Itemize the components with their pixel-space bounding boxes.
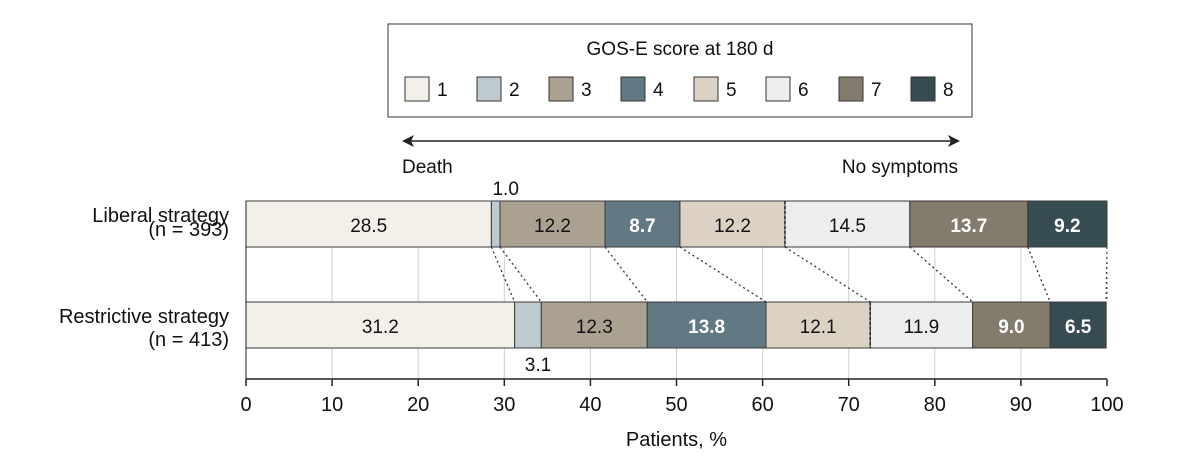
legend-label-8: 8	[943, 80, 954, 101]
x-tick-label-80: 80	[924, 394, 946, 416]
legend-swatch-4	[620, 76, 646, 102]
x-tick-label-40: 40	[579, 394, 601, 416]
x-axis-title: Patients, %	[626, 429, 727, 451]
bar-1-score-1	[245, 301, 516, 349]
x-tick-label-50: 50	[665, 394, 687, 416]
bar-1-score-5	[765, 301, 871, 349]
connector-1	[490, 246, 516, 303]
legend-label-5: 5	[726, 80, 737, 101]
data-label-1-score-4: 13.8	[688, 317, 725, 338]
x-tick-label-30: 30	[493, 394, 515, 416]
legend-swatch-8	[910, 76, 936, 102]
data-label-0-score-3: 12.2	[534, 216, 571, 237]
connector-3	[604, 246, 648, 303]
legend-swatch-2	[476, 76, 502, 102]
x-tick-label-20: 20	[407, 394, 429, 416]
bar-1-score-8	[1049, 301, 1107, 349]
data-label-0-score-7: 13.7	[950, 216, 987, 237]
bar-1-score-4	[646, 301, 767, 349]
x-axis: 0 10 20 30 40 50 60 70 80 90 100 Patients, %	[240, 201, 1124, 451]
x-tick-label-90: 90	[1010, 394, 1032, 416]
category-n-label-1: (n = 413)	[148, 329, 229, 351]
legend-swatch-3	[548, 76, 574, 102]
arrow-right-label: No symptoms	[842, 157, 958, 178]
bars	[245, 200, 1108, 349]
legend-label-6: 6	[798, 80, 809, 101]
x-tick-label-0: 0	[240, 394, 251, 416]
category-label-1: Restrictive strategy	[59, 306, 229, 328]
bar-1-score-2	[514, 301, 542, 349]
legend-swatch-6	[765, 76, 791, 102]
scale-arrow: Death No symptoms	[402, 135, 960, 178]
legend-swatch-5	[693, 76, 719, 102]
x-tick-label-100: 100	[1090, 394, 1123, 416]
x-tick-label-10: 10	[321, 394, 343, 416]
data-label-0-score-2: 1.0	[492, 179, 518, 200]
data-label-0-score-4: 8.7	[629, 216, 655, 237]
legend-title: GOS-E score at 180 d	[587, 39, 774, 60]
bar-0-score-7	[909, 200, 1029, 248]
data-label-0-score-5: 12.2	[714, 216, 751, 237]
legend-label-3: 3	[581, 80, 592, 101]
data-label-1-score-8: 6.5	[1065, 317, 1092, 338]
connector-5	[784, 246, 871, 303]
connector-8	[1105, 246, 1108, 303]
data-label-0-score-1: 28.5	[350, 216, 387, 237]
data-label-1-score-5: 12.1	[800, 317, 837, 338]
legend-label-7: 7	[871, 80, 882, 101]
x-tick-label-60: 60	[751, 394, 773, 416]
data-label-1-score-7: 9.0	[998, 317, 1024, 338]
legend: GOS-E score at 180 d 1 2 3 4 5 6 7 8 Liberal stra…	[59, 23, 973, 351]
connector-4	[679, 246, 767, 303]
data-label-0-score-8: 9.2	[1054, 216, 1080, 237]
arrow-head-left	[402, 135, 414, 147]
category-n-label-0: (n = 393)	[148, 219, 229, 241]
data-label-1-score-2: 3.1	[525, 355, 551, 376]
bar-0-score-5	[679, 200, 786, 248]
bar-0-score-4	[604, 200, 681, 248]
bar-0-score-1	[245, 200, 492, 248]
arrow-head-right	[948, 135, 960, 147]
x-tick-label-70: 70	[838, 394, 860, 416]
connector-6	[909, 246, 974, 303]
bar-0-score-2	[490, 200, 501, 248]
connector-7	[1027, 246, 1051, 303]
bar-0-score-8	[1027, 200, 1108, 248]
legend-label-1: 1	[437, 80, 448, 101]
data-label-1-score-1: 31.2	[362, 317, 399, 338]
bar-0-score-3	[499, 200, 606, 248]
segment-connectors	[490, 246, 1108, 303]
data-label-0-score-6: 14.5	[829, 216, 866, 237]
bar-1-score-3	[540, 301, 648, 349]
legend-box	[387, 23, 973, 118]
data-label-1-score-3: 12.3	[576, 317, 613, 338]
connector-2	[499, 246, 542, 303]
category-label-0: Liberal strategy	[92, 205, 229, 227]
legend-label-2: 2	[509, 80, 520, 101]
data-labels: 28.5 1.0 12.2 8.7 12.2 14.5 13.7 9.2 31.2 3.1 12.3…	[350, 179, 1092, 376]
legend-swatch-1	[404, 76, 430, 102]
data-label-1-score-6: 11.9	[904, 317, 940, 338]
arrow-left-label: Death	[402, 157, 453, 178]
legend-label-4: 4	[653, 80, 664, 101]
legend-swatch-7	[838, 76, 864, 102]
